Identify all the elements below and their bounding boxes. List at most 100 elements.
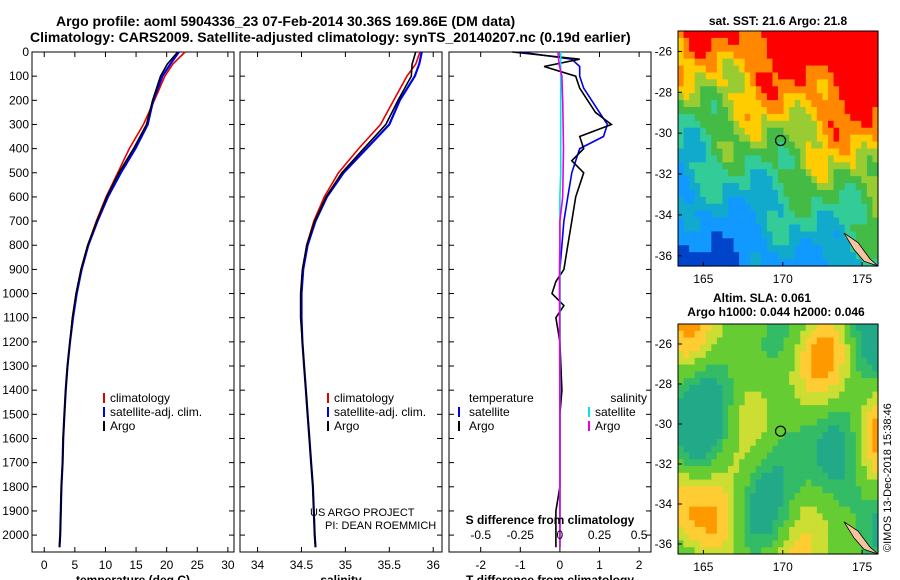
sst-map-cell	[800, 259, 807, 267]
sst-map-cell	[794, 189, 801, 198]
sla-map-cell	[733, 391, 740, 400]
sla-map-cell	[805, 547, 812, 555]
sla-map-cell	[778, 526, 785, 535]
sla-map-cell	[811, 357, 818, 366]
sla-map-cell	[683, 459, 690, 467]
sst-map-cell	[700, 231, 707, 239]
sla-map-cell	[783, 493, 790, 501]
sla-map-cell	[789, 445, 796, 454]
sla-map-cell	[755, 405, 762, 413]
sla-map-cell	[822, 324, 829, 332]
sst-map-cell	[772, 217, 779, 226]
sla-map-cell	[728, 425, 735, 433]
sst-map-cell	[783, 148, 790, 157]
sst-map-cell	[739, 231, 746, 239]
sla-map-cell	[733, 398, 740, 406]
sst-map-cell	[772, 196, 779, 205]
sst-map-cell	[816, 37, 824, 46]
sla-map-cell	[850, 391, 857, 400]
sla-map-cell	[683, 357, 690, 366]
sla-map-cell	[689, 547, 696, 555]
sla-map-cell	[855, 398, 862, 406]
sst-map-cell	[794, 176, 801, 184]
sla-map-cell	[828, 547, 835, 555]
sst-map-cell	[839, 176, 846, 184]
sla-map-cell	[772, 439, 779, 447]
sla-map-cell	[683, 533, 690, 542]
sst-map-cell	[683, 51, 690, 60]
sla-map-cell	[711, 520, 718, 528]
sla-map-cell	[866, 472, 874, 481]
sla-map-cell	[772, 445, 779, 454]
sla-map-cell	[722, 411, 729, 420]
depth-tick-label: 300	[9, 117, 29, 131]
sla-map-cell	[739, 418, 746, 427]
sla-map-cell	[816, 506, 824, 515]
sst-map-cell	[772, 176, 779, 184]
sla-map-cell	[850, 439, 857, 447]
sla-map-cell	[822, 439, 829, 447]
sst-map-cell	[872, 134, 879, 143]
sla-map-cell	[705, 540, 712, 548]
sla-map-cell	[811, 486, 818, 494]
sla-map-cell	[794, 493, 801, 501]
sst-map-cell	[711, 141, 718, 150]
sst-map-cell	[683, 113, 690, 122]
sla-map-cell	[855, 547, 862, 555]
sla-map-cell	[728, 486, 735, 494]
sla-map-cell	[761, 540, 768, 548]
sst-map-cell	[850, 162, 857, 170]
sla-map-cell	[800, 337, 807, 345]
sst-map-cell	[683, 155, 690, 163]
watermark: ©IMOS 13-Dec-2018 15:38:46	[882, 403, 894, 552]
sla-map-cell	[839, 324, 846, 332]
sst-map-cell	[778, 210, 785, 219]
sla-map-cell	[811, 540, 818, 548]
sst-map-cell	[733, 113, 740, 122]
sla-map-cell	[744, 486, 751, 494]
difference-xtick-label: -1	[515, 558, 526, 572]
sla-map-cell	[828, 466, 835, 474]
sla-map-cell	[689, 384, 696, 393]
sst-map-cell	[766, 31, 774, 39]
sst-map-cell	[778, 189, 785, 198]
sla-map-cell	[678, 357, 685, 366]
sla-map-cell	[794, 425, 801, 433]
sla-map-cell	[833, 439, 840, 447]
sst-map-cell	[694, 217, 701, 226]
sla-map-cell	[683, 547, 690, 555]
sst-map-cell	[755, 141, 762, 150]
sla-map-cell	[855, 506, 862, 515]
depth-tick-label: 200	[9, 93, 29, 107]
sla-map-cell	[705, 506, 712, 515]
sla-map-cell	[694, 432, 701, 440]
sla-map-cell	[789, 405, 796, 413]
sst-map-cell	[678, 93, 685, 101]
sla-map-cell	[850, 493, 857, 501]
lon-tick-label: 170	[773, 560, 793, 574]
sst-map-cell	[805, 141, 812, 150]
sst-map-cell	[766, 120, 774, 129]
sla-map-cell	[733, 526, 740, 535]
sst-map-cell	[711, 31, 718, 39]
sst-map-cell	[789, 100, 796, 108]
sst-map-cell	[766, 224, 774, 233]
sst-map-cell	[772, 162, 779, 170]
float-position-marker	[774, 425, 787, 437]
sst-map-cell	[733, 107, 740, 115]
sst-map-cell	[678, 203, 685, 212]
sst-map-cell	[805, 72, 812, 80]
sla-map-cell	[744, 513, 751, 521]
sst-map-cell	[733, 245, 740, 253]
sla-map-cell	[839, 411, 846, 420]
sla-map-cell	[678, 520, 685, 528]
sst-map-cell	[778, 93, 785, 101]
sla-map-cell	[850, 418, 857, 427]
sst-map-cell	[861, 51, 868, 60]
sst-map-cell	[755, 113, 762, 122]
sla-map-cell	[783, 466, 790, 474]
sst-map-cell	[778, 217, 785, 226]
sla-map-cell	[805, 432, 812, 440]
sst-map-cell	[816, 183, 824, 191]
sst-map-cell	[744, 183, 751, 191]
